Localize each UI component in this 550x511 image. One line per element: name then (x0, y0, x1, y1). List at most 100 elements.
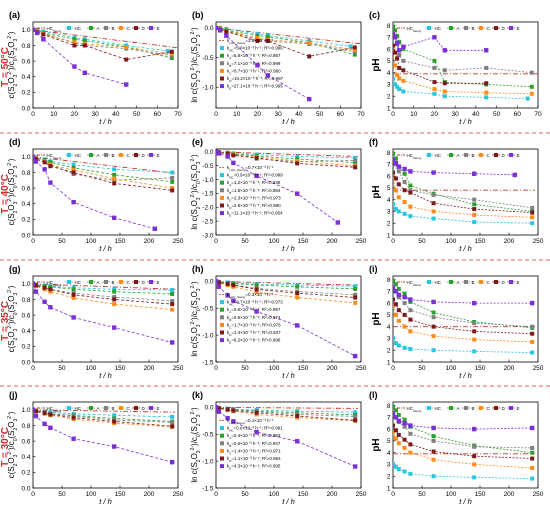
y-tick-label: 0.8 (21, 297, 30, 304)
x-tick-label: 0 (31, 238, 35, 245)
x-tick-label: 40 (295, 111, 303, 118)
point-E (33, 159, 39, 164)
legend-swatch-E (149, 406, 153, 410)
series-HC-theory (33, 156, 176, 174)
point-C (353, 300, 358, 305)
point-D (353, 165, 358, 170)
legend-label: B (472, 280, 475, 285)
series-D (393, 423, 535, 461)
x-tick-label: 150 (115, 491, 126, 498)
x-tick-label: 100 (86, 491, 97, 498)
series-E (393, 285, 535, 306)
y-tick-label: 0.0 (204, 149, 213, 156)
panel-g: 0 50 100 150 200 250 0.0 0.2 0.4 0.6 0.8 1.0 t / h c(… (7, 264, 184, 380)
x-tick-label: 200 (144, 238, 155, 245)
x-tick-label: 50 (418, 365, 426, 372)
legend-swatch-A (89, 26, 93, 30)
fit-text: kA=1.2×10⁻³ h⁻¹; R²=0.948 (227, 180, 281, 187)
point-C (402, 445, 407, 450)
x-tick-label: 60 (154, 111, 162, 118)
legend-swatch-B (104, 26, 108, 30)
fit-swatch-A (220, 53, 224, 58)
legend-label: A (97, 406, 100, 411)
legend-swatch-B (464, 153, 468, 157)
point-C (255, 36, 260, 41)
x-tick-label: 0 (214, 238, 218, 245)
legend-swatch-HC (427, 406, 431, 410)
point-C (431, 457, 436, 462)
point-C (396, 195, 401, 200)
point-D (402, 188, 407, 193)
y-tick-label: -1.0 (202, 458, 214, 465)
x-tick-label: 150 (298, 365, 309, 372)
point-HC (472, 349, 477, 354)
fit-swatch-E (220, 84, 224, 89)
point-E (33, 289, 39, 294)
x-tick-label: 20 (254, 111, 262, 118)
series-HC-theory (33, 283, 176, 290)
legend-label: HC (75, 26, 82, 31)
point-HC (402, 211, 407, 216)
x-tick-label: 100 (269, 238, 280, 245)
point-C (431, 209, 436, 214)
point-E (431, 299, 436, 305)
temperature-label: T = 35°C (0, 301, 11, 341)
x-tick-label: 50 (133, 111, 141, 118)
x-tick-label: 200 (144, 491, 155, 498)
point-D (42, 160, 47, 165)
point-C (408, 329, 413, 334)
point-E (393, 289, 399, 294)
temperature-label: T = 30°C (0, 427, 11, 467)
fit-text: kC=1.7×10⁻³ h⁻¹; R²=0.976 (227, 322, 281, 329)
point-HC (170, 170, 175, 175)
point-E (512, 172, 517, 178)
y-tick-label: 8 (387, 277, 391, 284)
point-C (307, 40, 312, 45)
point-E (402, 166, 407, 172)
point-A (530, 450, 535, 455)
point-D (472, 329, 477, 334)
point-A (393, 24, 395, 29)
y-axis-label: ln c(S2O32-)/c0(S2O32-) (190, 281, 202, 357)
x-tick-label: 50 (241, 365, 249, 372)
y-tick-label: 4 (387, 197, 391, 204)
legend-label: HCtheory (407, 153, 422, 160)
point-D (225, 151, 230, 156)
fit-text: kD=1.4×10⁻³ h⁻¹; R²=0.937 (227, 330, 281, 337)
legend-swatch-D (134, 280, 138, 284)
legend: HCtheory HC A B C D E (397, 26, 520, 33)
theory-line (216, 406, 359, 409)
x-tick-label: 100 (446, 238, 457, 245)
point-D (393, 176, 398, 181)
point-C (393, 63, 398, 68)
point-B (472, 197, 477, 202)
y-tick-label: 5 (387, 58, 391, 65)
legend-swatch-C (479, 406, 483, 410)
point-HC (395, 84, 400, 89)
legend-label: B (472, 406, 475, 411)
legend-label: HCtheory (47, 280, 62, 287)
series-line (393, 32, 532, 74)
point-HC (348, 44, 353, 49)
y-tick-label: 0.0 (204, 405, 213, 412)
y-tick-label: -1.5 (202, 191, 214, 198)
point-A (170, 291, 175, 296)
point-C (401, 78, 406, 83)
legend-sub: theory (53, 409, 62, 413)
legend-swatch-B (464, 26, 468, 30)
legend-label: HCtheory (407, 26, 422, 33)
point-C (396, 318, 401, 323)
point-D (231, 408, 236, 413)
legend-label: B (112, 26, 115, 31)
fit-swatch-B (220, 441, 224, 446)
x-tick-label: 50 (58, 238, 66, 245)
legend-label: B (112, 153, 115, 158)
point-E (394, 41, 400, 46)
point-A (432, 58, 437, 63)
point-C (408, 450, 413, 455)
legend-swatch-D (494, 280, 498, 284)
y-tick-label: 0.6 (21, 312, 30, 319)
x-axis-label: t / h (99, 244, 112, 253)
point-E (216, 279, 219, 284)
point-D (71, 170, 76, 175)
